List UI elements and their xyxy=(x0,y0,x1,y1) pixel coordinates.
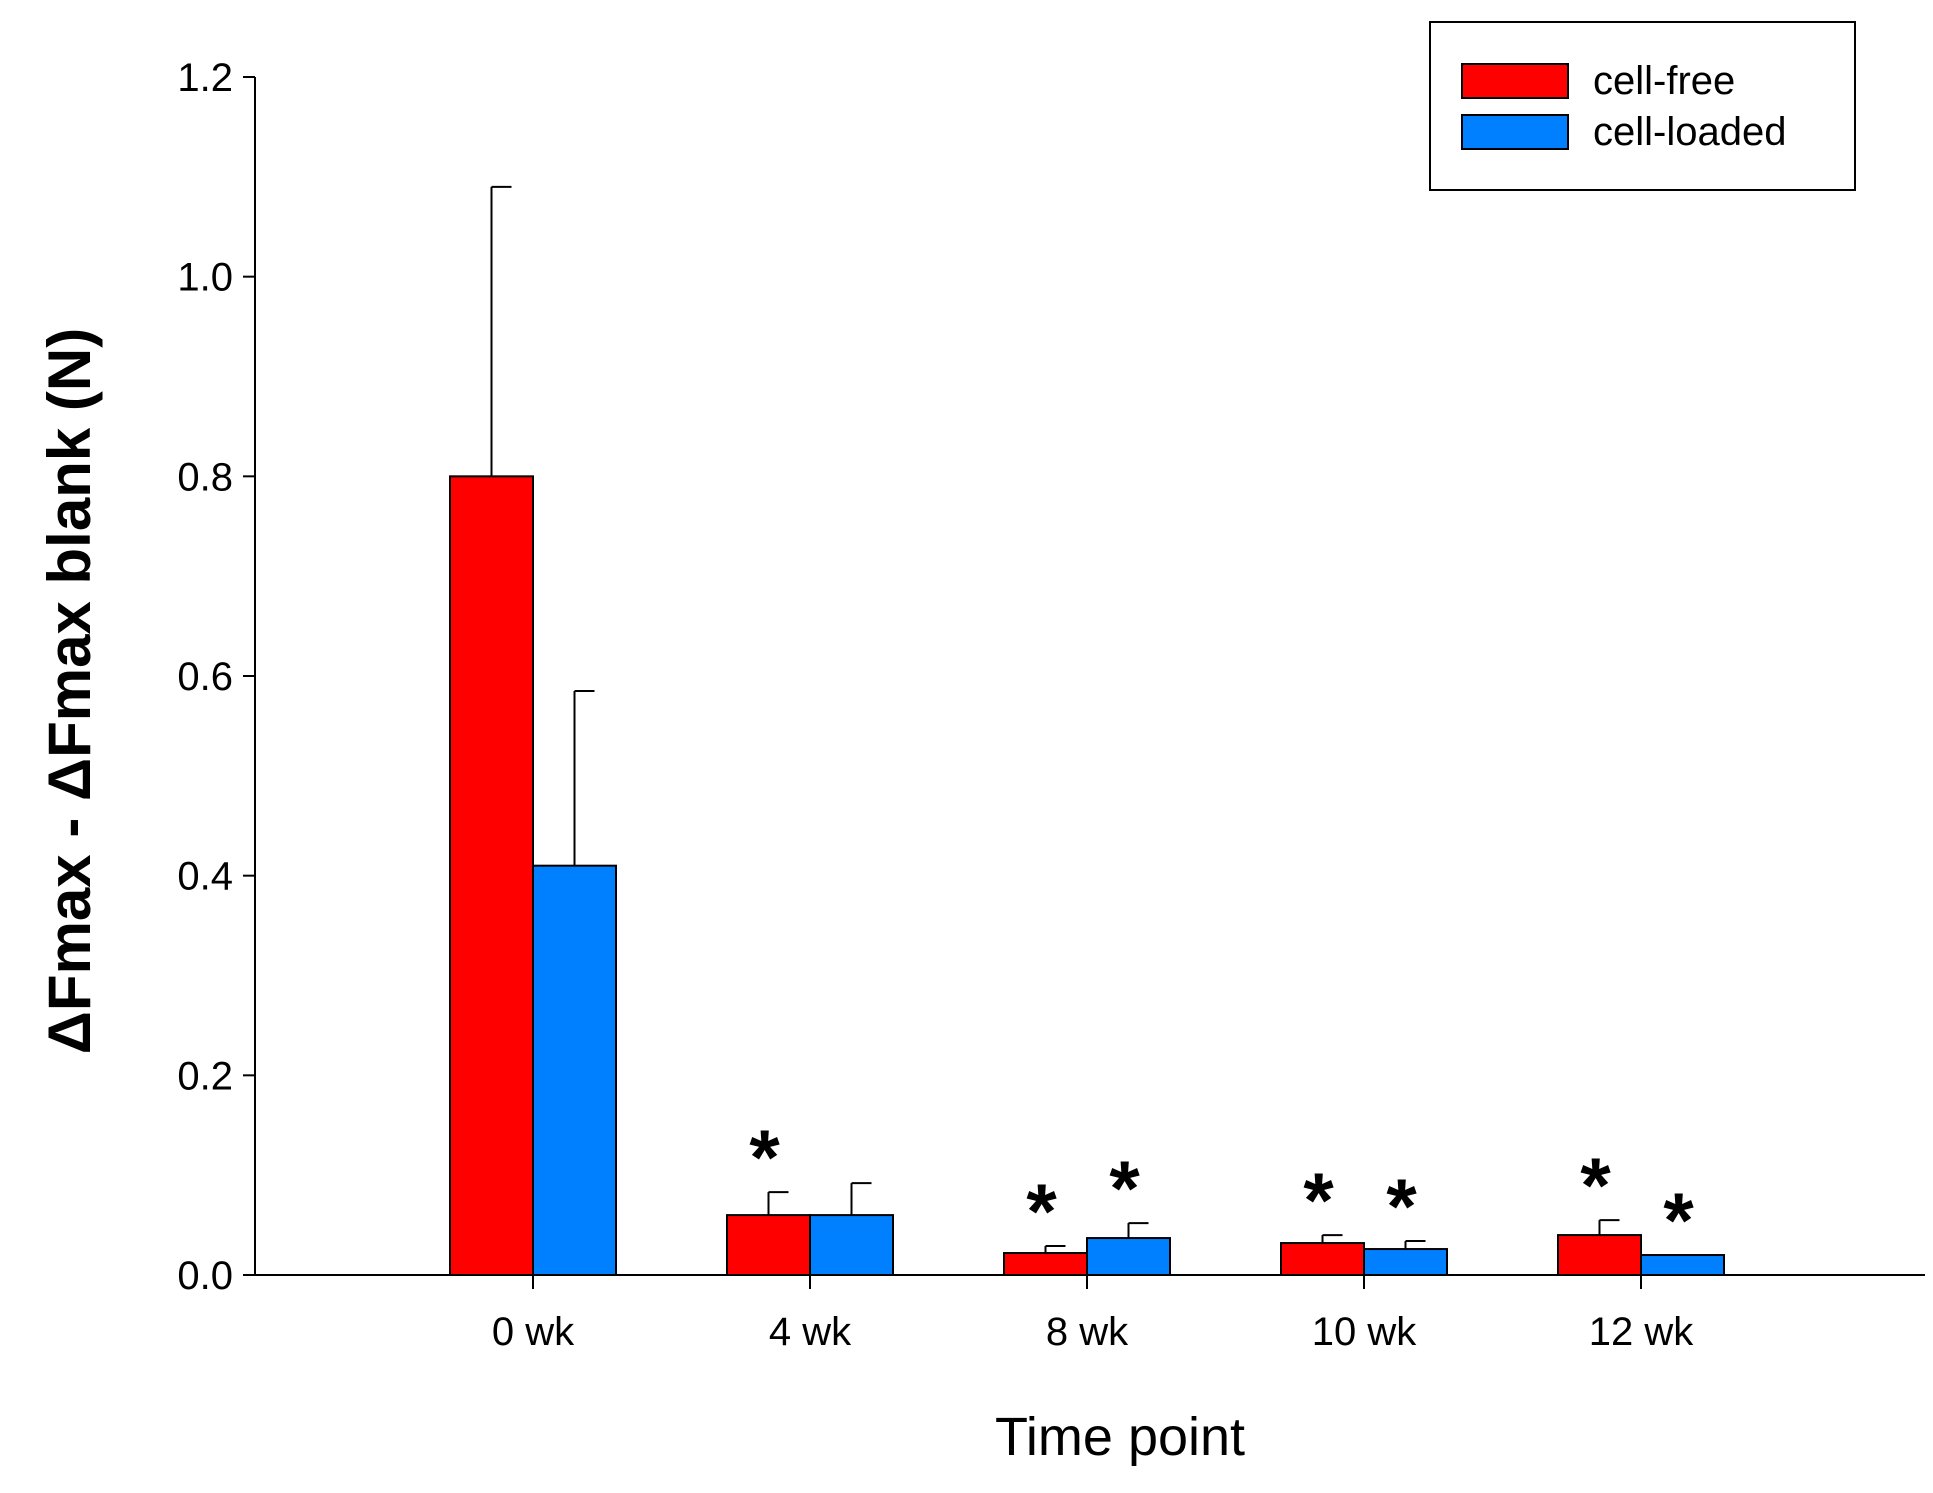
significance-marker: * xyxy=(749,1113,780,1201)
bar-cell-free-4wk xyxy=(726,1214,811,1276)
y-axis-title: ΔFmax - ΔFmax blank (N) xyxy=(36,328,103,1054)
labels-layer: * * * * * * * 0.0 0.2 0.4 0.6 0.8 1.0 1.2 0 wk 4 wk 8 wk… xyxy=(36,56,1694,1467)
bar-cell-free-8wk xyxy=(1003,1252,1088,1276)
significance-marker: * xyxy=(1109,1144,1140,1232)
bars-layer xyxy=(449,475,1725,1277)
x-tick-label: 4 wk xyxy=(769,1310,852,1354)
significance-marker: * xyxy=(1303,1156,1334,1244)
bar-cell-loaded-8wk xyxy=(1086,1237,1171,1276)
bar-cell-free-0wk xyxy=(449,475,534,1277)
y-tick-label: 0.6 xyxy=(177,655,233,699)
y-tick-label: 0.2 xyxy=(177,1054,233,1098)
y-tick-label: 1.2 xyxy=(177,56,233,100)
bar-cell-loaded-4wk xyxy=(809,1214,894,1276)
x-tick-label: 0 wk xyxy=(492,1310,575,1354)
x-tick-label: 8 wk xyxy=(1046,1310,1129,1354)
bar-cell-loaded-0wk xyxy=(532,864,617,1277)
x-axis-title: Time point xyxy=(995,1407,1245,1467)
legend-swatch-cell-free xyxy=(1461,63,1569,99)
legend-label-cell-loaded: cell-loaded xyxy=(1593,110,1786,154)
x-tick-label: 10 wk xyxy=(1312,1310,1417,1354)
significance-marker: * xyxy=(1580,1141,1611,1229)
axes-layer xyxy=(243,76,1925,1289)
legend: cell-free cell-loaded xyxy=(1429,21,1856,191)
y-tick-label: 0.8 xyxy=(177,455,233,499)
y-tick-label: 1.0 xyxy=(177,256,233,300)
bar-cell-loaded-10wk xyxy=(1363,1248,1448,1277)
error-bars-layer xyxy=(490,185,1620,1254)
x-tick-label: 12 wk xyxy=(1589,1310,1694,1354)
legend-swatch-cell-loaded xyxy=(1461,114,1569,150)
bar-cell-free-12wk xyxy=(1557,1234,1642,1276)
significance-marker: * xyxy=(1026,1167,1057,1255)
significance-marker: * xyxy=(1386,1162,1417,1250)
legend-label-cell-free: cell-free xyxy=(1593,59,1735,103)
y-tick-label: 0.4 xyxy=(177,855,233,899)
significance-marker: * xyxy=(1663,1176,1694,1264)
legend-box xyxy=(1429,21,1856,191)
bar-cell-free-10wk xyxy=(1280,1242,1365,1277)
y-tick-label: 0.0 xyxy=(177,1254,233,1298)
